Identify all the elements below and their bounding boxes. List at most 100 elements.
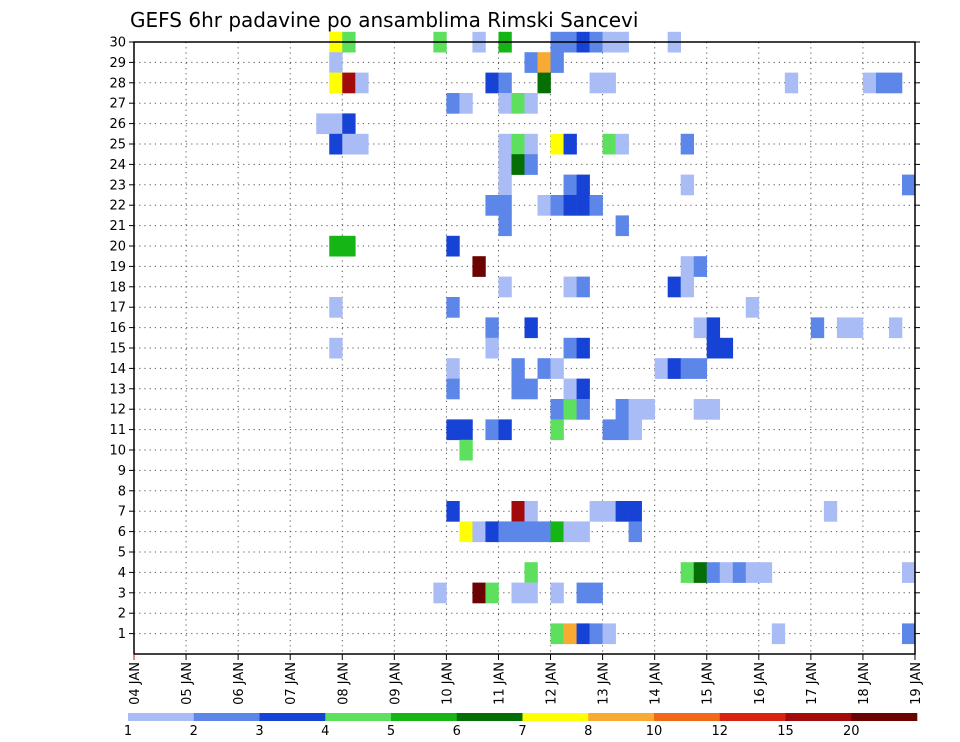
precip-cell: [563, 276, 577, 298]
precip-cell: [537, 52, 551, 73]
y-tick-label: 7: [118, 505, 126, 520]
y-tick-label: 15: [109, 342, 126, 357]
y-tick-label: 12: [109, 403, 126, 418]
precip-cell: [329, 297, 343, 318]
precip-cell: [498, 154, 512, 175]
precip-cell: [563, 195, 577, 216]
y-tick-label: 8: [118, 484, 126, 499]
precip-cell: [576, 378, 590, 400]
precip-cell: [576, 521, 590, 543]
precip-cell: [446, 297, 460, 318]
colorbar-label: 8: [584, 724, 592, 739]
precip-cell: [511, 582, 525, 604]
y-tick-label: 13: [109, 382, 126, 397]
precip-cell: [537, 358, 551, 379]
precip-cell: [498, 521, 512, 543]
colorbar-label: 7: [518, 724, 526, 739]
precip-cell: [446, 378, 460, 400]
precip-cell: [654, 358, 668, 379]
precip-cell: [563, 133, 577, 155]
y-tick-label: 26: [109, 117, 126, 132]
precip-cell: [329, 52, 343, 73]
y-tick-label: 3: [118, 586, 126, 601]
y-tick-label: 23: [109, 178, 126, 193]
y-tick-label: 25: [109, 138, 126, 153]
y-tick-label: 30: [109, 36, 126, 51]
precip-cell: [524, 582, 538, 604]
precip-cell: [329, 235, 343, 257]
x-tick-label: 12 JAN: [545, 662, 560, 705]
precip-cell: [342, 72, 356, 94]
precip-cell: [524, 378, 538, 400]
colorbar-swatch: [128, 713, 195, 721]
precip-cell: [628, 501, 642, 522]
colorbar-label: 20: [843, 724, 860, 739]
x-tick-label: 13 JAN: [597, 662, 612, 705]
precip-cell: [706, 337, 721, 359]
colorbar-label: 4: [321, 724, 329, 739]
y-tick-label: 21: [109, 219, 126, 234]
precip-cell: [342, 133, 356, 155]
colorbar-label: 5: [387, 724, 395, 739]
y-tick-label: 19: [109, 260, 126, 275]
precip-cell: [849, 317, 864, 339]
colorbar-label: 2: [190, 724, 198, 739]
precip-cell: [472, 582, 486, 604]
precip-cell: [758, 562, 773, 583]
colorbar-swatch: [654, 713, 721, 721]
precip-cell: [680, 276, 695, 298]
precip-cell: [329, 113, 343, 135]
precip-cell: [732, 562, 747, 583]
colorbar-label: 1: [124, 724, 132, 739]
precip-cell: [550, 623, 564, 645]
y-tick-label: 28: [109, 76, 126, 91]
precip-cell: [628, 419, 642, 441]
colorbar-swatch: [193, 713, 260, 721]
precip-cell: [550, 195, 564, 216]
colorbar-label: 6: [453, 724, 461, 739]
x-tick-label: 15 JAN: [701, 662, 716, 705]
colorbar-swatch: [851, 713, 918, 721]
colorbar-swatch: [325, 713, 392, 721]
precip-cell: [602, 623, 616, 645]
precip-cell: [719, 337, 734, 359]
colorbar-swatch: [391, 713, 458, 721]
precip-cell: [537, 521, 551, 543]
precip-cell: [680, 358, 695, 379]
precip-cell: [498, 133, 512, 155]
precip-cell: [550, 358, 564, 379]
precip-cell: [680, 133, 695, 155]
precip-cell: [667, 276, 681, 298]
precip-cell: [576, 623, 590, 645]
precip-cell: [576, 399, 590, 420]
x-tick-label: 14 JAN: [649, 662, 664, 705]
precip-cell: [524, 501, 538, 522]
precip-cell: [706, 399, 721, 420]
x-tick-label: 04 JAN: [128, 662, 143, 705]
precip-cell: [693, 256, 708, 277]
precip-cell: [901, 174, 916, 196]
precip-cell: [563, 337, 577, 359]
precip-cell: [628, 521, 642, 543]
precip-cell: [550, 133, 564, 155]
precip-cell: [511, 378, 525, 400]
precip-cell: [524, 562, 538, 583]
precip-cell: [550, 521, 564, 543]
precip-cell: [446, 419, 460, 441]
y-tick-label: 20: [109, 240, 126, 255]
precip-cell: [771, 623, 786, 645]
precip-cell: [485, 317, 499, 339]
precip-cell: [888, 317, 903, 339]
precip-cell: [615, 215, 629, 237]
precip-cell: [602, 419, 616, 441]
precip-cell: [485, 195, 499, 216]
x-tick-label: 17 JAN: [805, 662, 820, 705]
x-tick-label: 16 JAN: [753, 662, 768, 705]
precip-cell: [680, 562, 695, 583]
precip-cell: [550, 52, 564, 73]
precip-cell: [563, 378, 577, 400]
precip-cell: [459, 93, 473, 114]
x-axis-ticks: 04 JAN 05 JAN 06 JAN 07 JAN 08 JAN 09 JAN 10 J…: [128, 654, 924, 705]
y-tick-label: 17: [109, 301, 126, 316]
precip-cell: [355, 72, 369, 94]
